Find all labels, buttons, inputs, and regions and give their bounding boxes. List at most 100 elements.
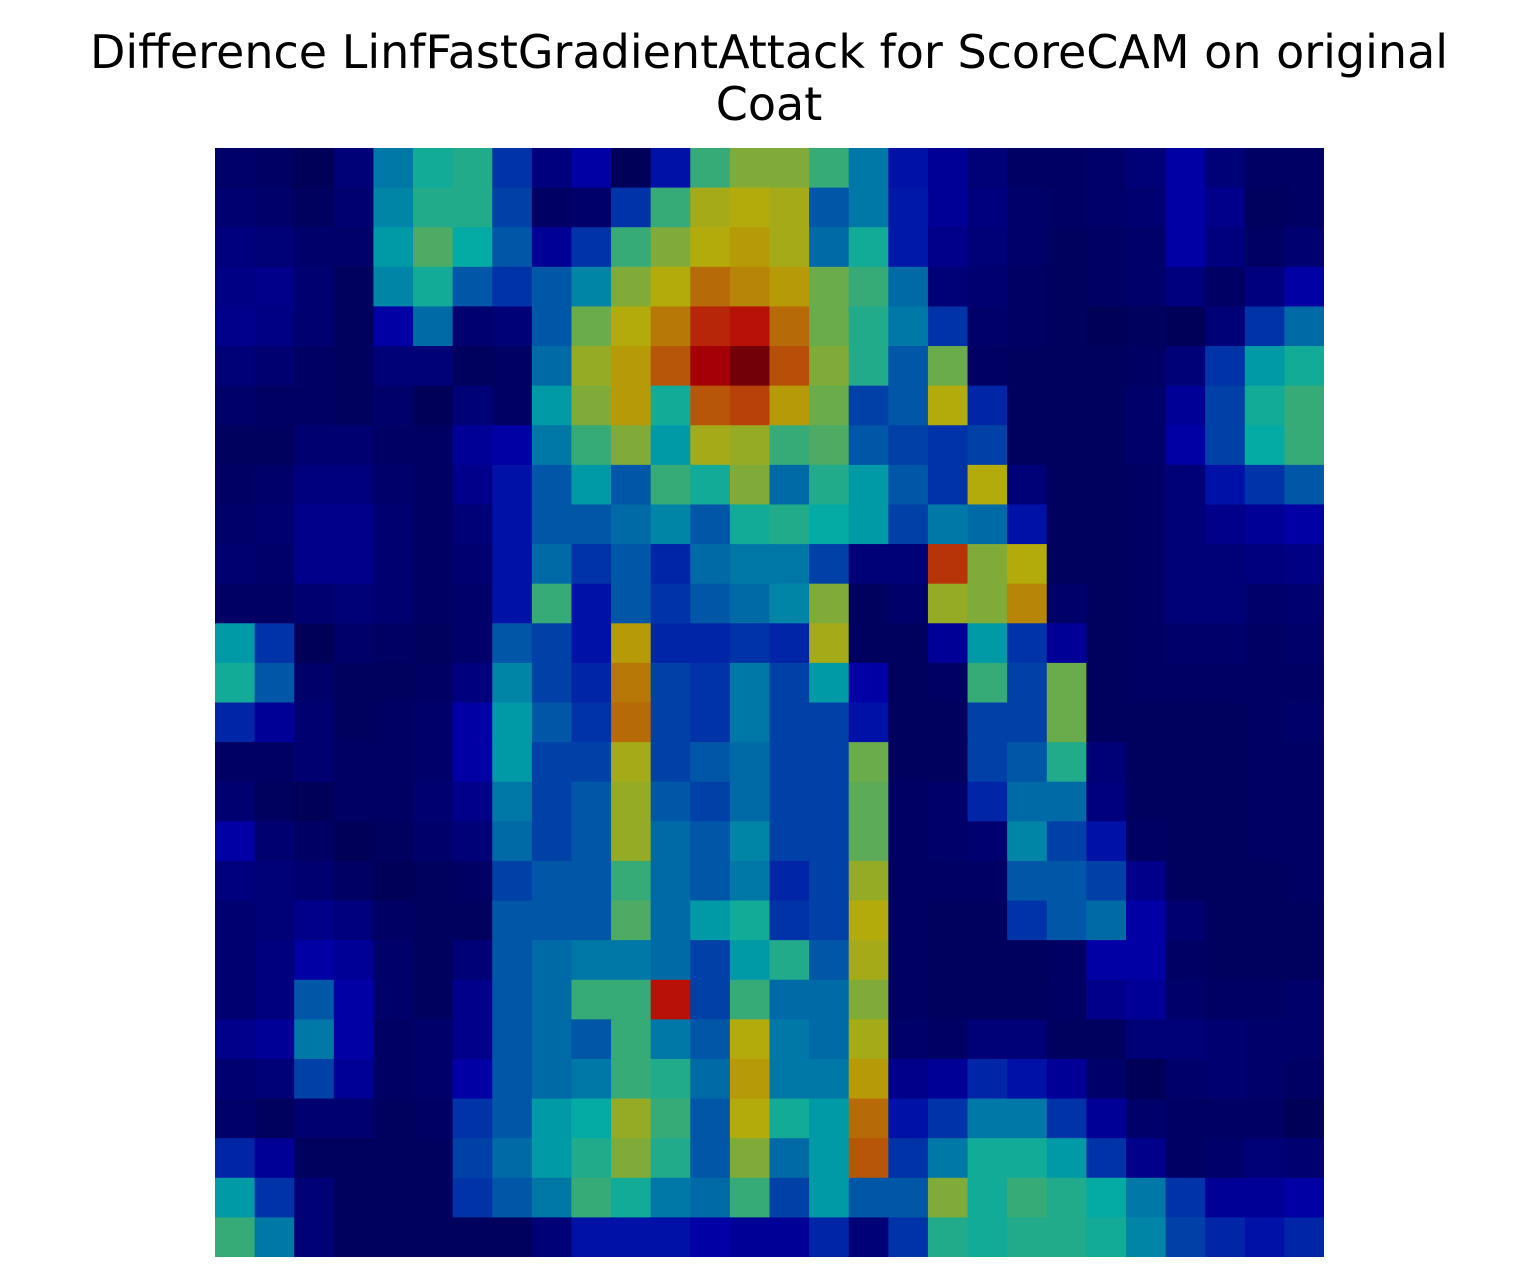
heatmap-cell-r26-c23 (1125, 1177, 1167, 1218)
heatmap-cell-r20-c3 (333, 940, 375, 981)
heatmap-cell-r4-c7 (492, 306, 533, 347)
heatmap-cell-r21-c4 (373, 979, 414, 1020)
heatmap-cell-r22-c8 (531, 1019, 573, 1060)
heatmap-cell-r20-c22 (1086, 940, 1127, 981)
heatmap-cell-r16-c7 (492, 781, 533, 822)
heatmap-cell-r27-c12 (690, 1217, 731, 1257)
heatmap-cell-r25-c3 (333, 1138, 375, 1179)
heatmap-cell-r10-c2 (294, 544, 335, 585)
heatmap-cell-r17-c23 (1125, 821, 1167, 862)
heatmap-cell-r27-c25 (1205, 1217, 1246, 1257)
heatmap-cell-r14-c20 (1007, 702, 1048, 743)
heatmap-cell-r7-c8 (531, 425, 573, 466)
heatmap-cell-r9-c19 (967, 504, 1008, 545)
heatmap-cell-r17-c10 (611, 821, 652, 862)
heatmap-cell-r9-c13 (729, 504, 771, 545)
heatmap-cell-r18-c20 (1007, 860, 1048, 902)
heatmap-cell-r6-c0 (215, 385, 256, 426)
heatmap-cell-r8-c0 (215, 464, 256, 506)
heatmap-cell-r0-c20 (1007, 148, 1048, 189)
heatmap-cell-r26-c5 (413, 1177, 454, 1218)
chart-title-line-2: Coat (715, 77, 823, 131)
heatmap-cell-r13-c20 (1007, 662, 1048, 704)
heatmap-cell-r14-c18 (927, 702, 969, 743)
heatmap-cell-r27-c18 (927, 1217, 969, 1257)
heatmap-cell-r8-c11 (650, 464, 691, 506)
heatmap-cell-r10-c14 (769, 544, 810, 585)
heatmap-cell-r6-c8 (531, 385, 573, 426)
heatmap-cell-r12-c12 (690, 623, 731, 664)
heatmap-cell-r19-c25 (1205, 900, 1246, 941)
heatmap-cell-r2-c21 (1046, 227, 1087, 268)
heatmap-cell-r21-c11 (650, 979, 691, 1020)
heatmap-cell-r7-c7 (492, 425, 533, 466)
heatmap-cell-r25-c25 (1205, 1138, 1246, 1179)
heatmap-cell-r25-c23 (1125, 1138, 1167, 1179)
heatmap-cell-r19-c4 (373, 900, 414, 941)
heatmap-cell-r17-c25 (1205, 821, 1246, 862)
heatmap-cell-r4-c1 (254, 306, 295, 347)
heatmap-cell-r3-c10 (611, 266, 652, 308)
heatmap-cell-r12-c2 (294, 623, 335, 664)
heatmap-cell-r5-c9 (571, 346, 612, 387)
heatmap-cell-r10-c17 (888, 544, 929, 585)
heatmap-cell-r15-c2 (294, 742, 335, 783)
heatmap-cell-r26-c1 (254, 1177, 295, 1218)
heatmap-cell-r23-c16 (848, 1058, 889, 1100)
heatmap-cell-r8-c8 (531, 464, 573, 506)
heatmap-cell-r12-c21 (1046, 623, 1087, 664)
heatmap-cell-r4-c27 (1284, 306, 1324, 347)
heatmap-cell-r16-c24 (1165, 781, 1206, 822)
heatmap-cell-r19-c14 (769, 900, 810, 941)
heatmap-cell-r26-c0 (215, 1177, 256, 1218)
heatmap-cell-r12-c13 (729, 623, 771, 664)
heatmap-cell-r6-c25 (1205, 385, 1246, 426)
heatmap-cell-r13-c21 (1046, 662, 1087, 704)
heatmap-cell-r8-c9 (571, 464, 612, 506)
heatmap-cell-r15-c10 (611, 742, 652, 783)
heatmap-cell-r8-c23 (1125, 464, 1167, 506)
heatmap-cell-r23-c21 (1046, 1058, 1087, 1100)
heatmap-cell-r4-c16 (848, 306, 889, 347)
heatmap-cell-r27-c16 (848, 1217, 889, 1257)
heatmap-cell-r7-c17 (888, 425, 929, 466)
heatmap-cell-r23-c7 (492, 1058, 533, 1100)
heatmap-cell-r13-c16 (848, 662, 889, 704)
heatmap-cell-r13-c17 (888, 662, 929, 704)
heatmap-cell-r16-c17 (888, 781, 929, 822)
heatmap-cell-r20-c13 (729, 940, 771, 981)
heatmap-cell-r20-c16 (848, 940, 889, 981)
heatmap-cell-r26-c26 (1244, 1177, 1285, 1218)
heatmap-cell-r16-c1 (254, 781, 295, 822)
heatmap-cell-r5-c7 (492, 346, 533, 387)
heatmap-cell-r18-c26 (1244, 860, 1285, 902)
chart-title: Difference LinfFastGradientAttack for Sc… (0, 26, 1538, 130)
heatmap-cell-r23-c9 (571, 1058, 612, 1100)
heatmap-cell-r10-c18 (927, 544, 969, 585)
heatmap-cell-r12-c4 (373, 623, 414, 664)
heatmap-cell-r11-c26 (1244, 583, 1285, 624)
heatmap-cell-r12-c0 (215, 623, 256, 664)
heatmap-cell-r5-c12 (690, 346, 731, 387)
heatmap-cell-r15-c18 (927, 742, 969, 783)
heatmap-cell-r20-c26 (1244, 940, 1285, 981)
heatmap-cell-r25-c14 (769, 1138, 810, 1179)
heatmap-cell-r0-c25 (1205, 148, 1246, 189)
heatmap-cell-r24-c27 (1284, 1098, 1324, 1139)
heatmap-cell-r10-c16 (848, 544, 889, 585)
heatmap-cell-r18-c12 (690, 860, 731, 902)
heatmap-cell-r27-c21 (1046, 1217, 1087, 1257)
heatmap-cell-r24-c25 (1205, 1098, 1246, 1139)
heatmap-cell-r27-c7 (492, 1217, 533, 1257)
heatmap-cell-r26-c27 (1284, 1177, 1324, 1218)
heatmap-cell-r18-c17 (888, 860, 929, 902)
heatmap-cell-r11-c7 (492, 583, 533, 624)
heatmap-cell-r23-c0 (215, 1058, 256, 1100)
heatmap-cell-r10-c7 (492, 544, 533, 585)
heatmap-cell-r5-c22 (1086, 346, 1127, 387)
heatmap-cell-r17-c20 (1007, 821, 1048, 862)
heatmap-cell-r11-c8 (531, 583, 573, 624)
heatmap-cell-r3-c17 (888, 266, 929, 308)
heatmap-cell-r15-c13 (729, 742, 771, 783)
heatmap-cell-r3-c6 (452, 266, 493, 308)
